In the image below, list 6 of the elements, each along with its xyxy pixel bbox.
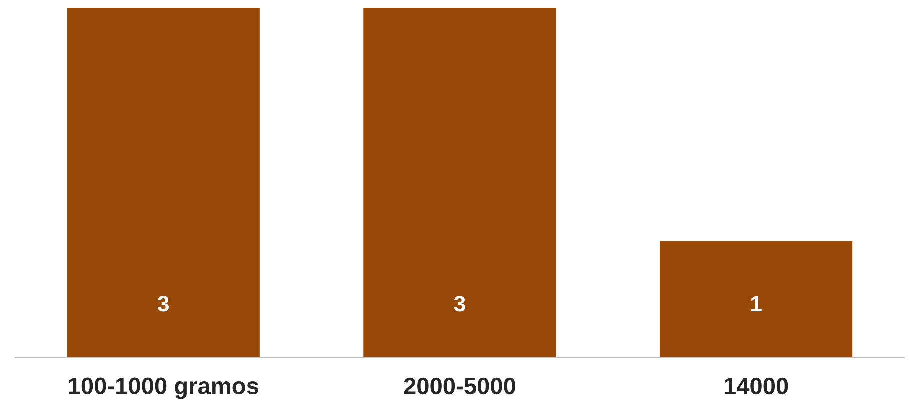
x-tick-label: 14000 — [724, 378, 788, 395]
x-tick-label: 100-1000 gramos — [69, 378, 258, 400]
data-label: 3 — [158, 296, 169, 312]
x-tick-label: 2000-5000 — [404, 378, 516, 395]
data-label: 1 — [752, 296, 762, 312]
data-label: 3 — [454, 296, 466, 312]
